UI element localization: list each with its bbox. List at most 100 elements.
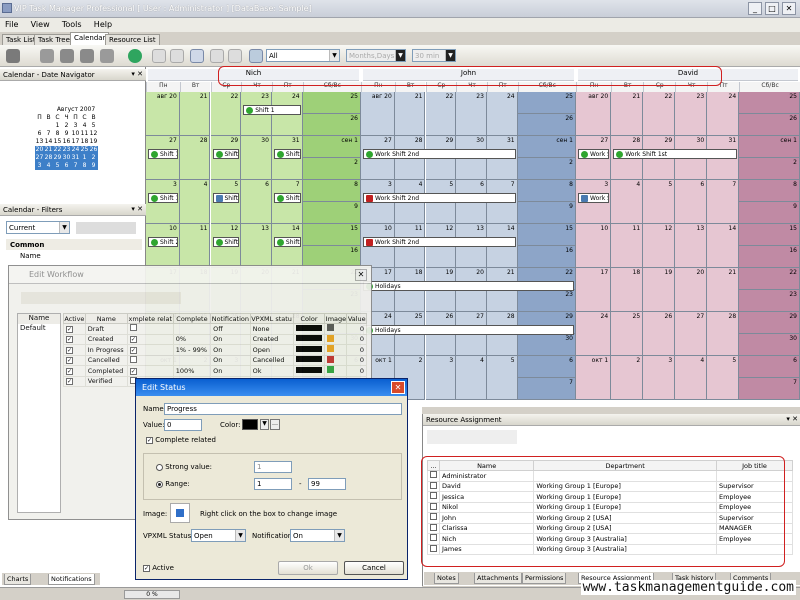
- calendar-day-cell[interactable]: 25: [517, 92, 576, 114]
- users-icon[interactable]: [60, 49, 74, 63]
- tab-notifications[interactable]: Notifications: [48, 574, 95, 585]
- mini-calendar-day[interactable]: 10: [71, 130, 80, 137]
- menu-view[interactable]: View: [30, 20, 50, 29]
- calendar-day-cell[interactable]: авг 20: [146, 92, 180, 136]
- resource-view-icon[interactable]: [249, 49, 263, 63]
- ok-button[interactable]: Ok: [278, 561, 338, 575]
- tab-calendar[interactable]: Calendar: [70, 32, 110, 45]
- calendar-day-cell[interactable]: 22: [643, 92, 676, 136]
- resource-header-nich[interactable]: Nich: [148, 69, 359, 81]
- strong-value-radio[interactable]: Strong value:: [156, 463, 212, 471]
- calendar-day-cell[interactable]: 23: [456, 92, 487, 136]
- calendar-day-cell[interactable]: 16: [517, 246, 576, 268]
- tab-notes[interactable]: Notes: [434, 573, 459, 584]
- calendar-day-cell[interactable]: 25: [611, 312, 644, 356]
- active-checkbox[interactable]: ✓ Active: [143, 564, 174, 572]
- mini-calendar-day[interactable]: 2: [89, 154, 98, 162]
- column-header[interactable]: xmplete relat: [126, 313, 174, 324]
- table-row[interactable]: ✓ Created ✓ 0% On Created 0: [63, 333, 367, 345]
- mini-calendar-day[interactable]: 26: [89, 146, 98, 154]
- calendar-day-cell[interactable]: 6: [739, 356, 800, 378]
- shift-event[interactable]: Shift 3: [273, 193, 301, 203]
- calendar-day-cell[interactable]: 22: [425, 92, 457, 136]
- calendar-day-cell[interactable]: 6: [241, 180, 272, 224]
- column-header[interactable]: Name: [438, 460, 535, 471]
- calendar-day-cell[interactable]: 22: [739, 268, 800, 290]
- mini-calendar-day[interactable]: 22: [53, 146, 62, 154]
- scale-select[interactable]: Months,Days ▼: [346, 49, 406, 62]
- mini-calendar-day[interactable]: 12: [89, 130, 98, 137]
- calendar-day-cell[interactable]: 23: [675, 92, 708, 136]
- calendar-day-cell[interactable]: 9: [302, 202, 361, 224]
- filter-preset-select[interactable]: Current ▼: [6, 221, 70, 234]
- mini-calendar-day[interactable]: [35, 122, 44, 130]
- shift-event[interactable]: Shift 2: [212, 149, 240, 159]
- calendar-day-cell[interactable]: 28: [707, 312, 740, 356]
- value-stepper[interactable]: 0: [164, 419, 202, 431]
- pin-icon[interactable]: ▾ ✕: [786, 415, 798, 423]
- mini-calendar-day[interactable]: 16: [62, 138, 71, 145]
- mini-calendar-day[interactable]: 23: [62, 146, 71, 154]
- cancel-button[interactable]: Cancel: [344, 561, 404, 575]
- column-header[interactable]: Image: [324, 313, 348, 324]
- mini-calendar-day[interactable]: 29: [53, 154, 62, 162]
- month-view-icon[interactable]: [190, 49, 204, 63]
- shift-event[interactable]: Work Shift 2nd: [363, 193, 516, 203]
- calendar-day-cell[interactable]: 8: [517, 180, 576, 202]
- shift-event[interactable]: Holidays: [363, 281, 574, 291]
- calendar-day-cell[interactable]: 15: [302, 224, 361, 246]
- table-row[interactable]: ✓ Cancelled On Cancelled 0: [63, 354, 367, 366]
- more-icon[interactable]: …: [270, 419, 280, 430]
- calendar-day-cell[interactable]: сен 1: [302, 136, 361, 158]
- calendar-day-cell[interactable]: 6: [675, 180, 708, 224]
- calendar-day-cell[interactable]: 28: [179, 136, 211, 180]
- mini-calendar-day[interactable]: 25: [80, 146, 89, 154]
- calendar-day-cell[interactable]: 13: [241, 224, 272, 268]
- complete-related-cell[interactable]: ✓: [126, 365, 174, 377]
- tab-task-tree[interactable]: Task Tree: [34, 34, 74, 45]
- group-icon[interactable]: [80, 49, 94, 63]
- mini-calendar-day[interactable]: [44, 122, 53, 130]
- mini-calendar-day[interactable]: 11: [80, 130, 89, 137]
- calendar-day-cell[interactable]: 22: [210, 92, 242, 136]
- minimize-button[interactable]: _: [748, 2, 762, 15]
- chevron-down-icon[interactable]: ▼: [260, 419, 269, 430]
- calendar-day-cell[interactable]: 24: [486, 92, 518, 136]
- range-from-field[interactable]: 1: [254, 478, 292, 490]
- day-view-icon[interactable]: [152, 49, 166, 63]
- active-cell[interactable]: ✓: [63, 323, 86, 335]
- tab-charts[interactable]: Charts: [4, 574, 32, 585]
- active-cell[interactable]: ✓: [63, 375, 86, 387]
- mini-calendar-day[interactable]: 5: [53, 162, 62, 170]
- calendar-day-cell[interactable]: 25: [302, 92, 361, 114]
- mini-calendar-day[interactable]: 9: [89, 162, 98, 170]
- calendar-day-cell[interactable]: 18: [611, 268, 644, 312]
- shift-event[interactable]: Shift 1: [243, 105, 301, 115]
- group-item[interactable]: Name: [20, 252, 41, 260]
- calendar-day-cell[interactable]: авг 20: [576, 92, 612, 136]
- calendar-day-cell[interactable]: 7: [707, 180, 740, 224]
- mini-calendar-day[interactable]: 8: [55, 130, 60, 137]
- calendar-day-cell[interactable]: 21: [179, 92, 211, 136]
- shift-event[interactable]: Work Shift 1st: [578, 193, 610, 203]
- calendar-day-cell[interactable]: 23: [517, 290, 576, 312]
- mini-calendar-day[interactable]: 4: [44, 162, 53, 170]
- close-icon[interactable]: ✕: [391, 381, 405, 394]
- active-cell[interactable]: ✓: [63, 344, 86, 356]
- shift-event[interactable]: Shift 3: [273, 149, 301, 159]
- calendar-day-cell[interactable]: 2: [739, 158, 800, 180]
- calendar-day-cell[interactable]: 26: [302, 114, 361, 136]
- mini-calendar-day[interactable]: 27: [35, 154, 44, 162]
- user-icon[interactable]: [40, 49, 54, 63]
- column-header[interactable]: Job title: [715, 460, 794, 471]
- mini-calendar-day[interactable]: 13: [35, 138, 44, 145]
- shift-event[interactable]: Holidays: [363, 325, 574, 335]
- calendar-day-cell[interactable]: 11: [179, 224, 211, 268]
- name-field[interactable]: Progress: [164, 403, 402, 415]
- calendar-day-cell[interactable]: 16: [739, 246, 800, 268]
- calendar-day-cell[interactable]: 5: [486, 356, 518, 400]
- calendar-day-cell[interactable]: 3: [425, 356, 457, 400]
- close-icon[interactable]: ✕: [355, 269, 367, 281]
- calendar-day-cell[interactable]: 21: [394, 92, 426, 136]
- complete-related-cell[interactable]: ✓: [126, 344, 174, 356]
